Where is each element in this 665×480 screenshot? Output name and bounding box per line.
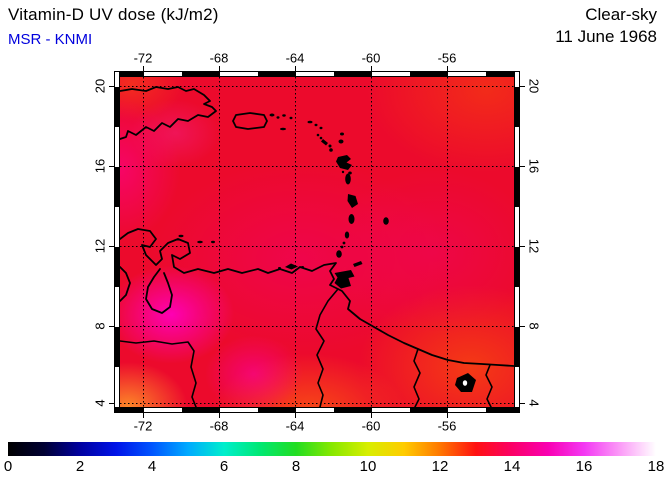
x-axis-label-bottom: -60 bbox=[361, 418, 381, 434]
y-axis-label-right: 4 bbox=[526, 399, 542, 407]
x-axis-label-top: -68 bbox=[209, 50, 229, 66]
y-axis-tick-right bbox=[520, 165, 525, 167]
x-axis-label-bottom: -56 bbox=[437, 418, 457, 434]
x-axis-label-bottom: -68 bbox=[209, 418, 229, 434]
colorbar-tick-label: 6 bbox=[219, 458, 229, 475]
lake-maracaibo bbox=[145, 268, 173, 314]
llanos-river bbox=[120, 340, 197, 407]
y-axis-label-left: 8 bbox=[92, 322, 108, 330]
y-axis-label-left: 20 bbox=[92, 78, 108, 94]
x-axis-tick-bottom bbox=[446, 413, 448, 418]
colorbar-tick-label: 12 bbox=[431, 458, 449, 475]
colorbar-tick-label: 16 bbox=[575, 458, 593, 475]
map-canvas bbox=[120, 77, 514, 407]
coastline-hispaniola bbox=[120, 86, 217, 140]
x-axis-label-top: -60 bbox=[361, 50, 381, 66]
y-axis-tick-right bbox=[520, 245, 525, 247]
y-axis-label-right: 16 bbox=[526, 158, 542, 174]
x-axis-label-top: -56 bbox=[437, 50, 457, 66]
trinidad-island bbox=[334, 270, 355, 289]
x-axis-label-bottom: -72 bbox=[133, 418, 153, 434]
x-axis-tick-top bbox=[218, 66, 220, 71]
x-axis-tick-bottom bbox=[142, 413, 144, 418]
guyana-river bbox=[413, 348, 421, 407]
map-border-top bbox=[114, 71, 520, 77]
colorbar-tick-label: 2 bbox=[75, 458, 85, 475]
map-overlay bbox=[120, 77, 514, 407]
x-axis-tick-bottom bbox=[218, 413, 220, 418]
map-border-left bbox=[114, 71, 120, 413]
x-axis-label-top: -72 bbox=[133, 50, 153, 66]
y-axis-tick-left bbox=[109, 325, 114, 327]
x-axis-tick-bottom bbox=[294, 413, 296, 418]
y-axis-tick-left bbox=[109, 85, 114, 87]
map-border-bottom bbox=[114, 407, 520, 413]
lesser-antilles-islands bbox=[178, 113, 389, 270]
condition-label: Clear-sky bbox=[585, 5, 657, 24]
grid-lines bbox=[120, 77, 514, 407]
x-axis-tick-top bbox=[142, 66, 144, 71]
colorbar-tick-label: 0 bbox=[3, 458, 13, 475]
x-axis-tick-top bbox=[370, 66, 372, 71]
y-axis-tick-right bbox=[520, 85, 525, 87]
colorbar bbox=[8, 442, 656, 456]
colorbar-tick-label: 18 bbox=[647, 458, 665, 475]
source-label: MSR - KNMI bbox=[8, 31, 93, 48]
x-axis-label-top: -64 bbox=[285, 50, 305, 66]
y-axis-tick-right bbox=[520, 402, 525, 404]
y-axis-label-left: 12 bbox=[92, 238, 108, 254]
x-axis-label-bottom: -64 bbox=[285, 418, 305, 434]
y-axis-label-left: 16 bbox=[92, 158, 108, 174]
x-axis-tick-top bbox=[446, 66, 448, 71]
coastline-puerto-rico bbox=[232, 112, 268, 130]
y-axis-label-right: 20 bbox=[526, 78, 542, 94]
colorbar-tick-label: 8 bbox=[291, 458, 301, 475]
south-america-coast bbox=[120, 228, 514, 367]
y-axis-tick-left bbox=[109, 165, 114, 167]
suriname-river bbox=[485, 364, 493, 407]
map-border-right bbox=[514, 71, 520, 413]
orinoco-river bbox=[315, 288, 339, 407]
colorbar-tick-label: 4 bbox=[147, 458, 157, 475]
date-label: 11 June 1968 bbox=[555, 27, 657, 46]
y-axis-label-left: 4 bbox=[92, 399, 108, 407]
y-axis-tick-left bbox=[109, 245, 114, 247]
y-axis-label-right: 12 bbox=[526, 238, 542, 254]
x-axis-tick-top bbox=[294, 66, 296, 71]
colorbar-tick-label: 10 bbox=[359, 458, 377, 475]
colorbar-tick-label: 14 bbox=[503, 458, 521, 475]
x-axis-tick-bottom bbox=[370, 413, 372, 418]
inland-lake-feature bbox=[455, 373, 476, 392]
y-axis-label-right: 8 bbox=[526, 322, 542, 330]
y-axis-tick-right bbox=[520, 325, 525, 327]
colombia-coast-edge bbox=[120, 266, 131, 302]
y-axis-tick-left bbox=[109, 402, 114, 404]
page-title: Vitamin-D UV dose (kJ/m2) bbox=[8, 5, 219, 24]
